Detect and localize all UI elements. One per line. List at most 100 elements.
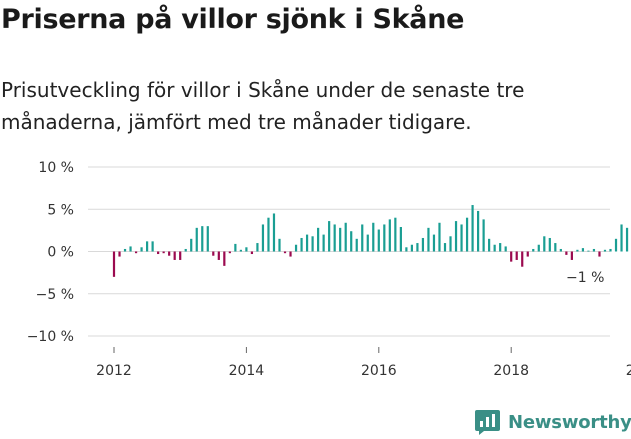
bar [173,251,176,260]
bar [465,217,469,252]
bar [366,234,369,252]
y-tick-label: 10 % [38,160,74,176]
chart-title: Priserna på villor sjönk i Skåne [1,4,465,35]
bar [157,251,160,255]
bar [217,251,220,260]
bar [256,243,259,252]
bar [548,237,551,252]
bar [317,227,320,252]
newsworthy-logo-icon [475,409,500,435]
last-value-annotation: −1 % [566,270,604,286]
bar [239,249,242,252]
bar [592,248,596,252]
bar [438,222,441,252]
bar [129,246,132,252]
bar [250,251,254,255]
bar [416,243,419,252]
bar [427,227,430,252]
bar [350,231,353,252]
bar [305,234,309,252]
bar [625,227,629,252]
bar [488,238,491,252]
bar [377,229,380,252]
bar [223,251,226,266]
x-tick-label: 2014 [229,363,265,379]
bar [394,217,397,252]
bar [443,243,447,252]
bar [493,244,496,252]
bar [620,224,623,252]
bar [559,248,562,252]
bar [294,244,298,252]
bar [543,236,546,252]
bar [245,247,248,252]
bars [112,205,629,277]
bar [228,251,231,254]
bar [603,249,607,252]
bar [261,224,265,252]
x-axis: 20122014201620182020202220242026 [96,347,631,379]
bar [283,251,287,254]
y-tick-label: −5 % [36,287,74,303]
bar [521,251,524,267]
bar [405,247,408,252]
bar [454,221,458,252]
x-tick-label: 2016 [361,363,397,379]
x-tick-label: 2012 [96,363,132,379]
bar [504,246,507,252]
bar [300,237,303,252]
bar [118,251,121,257]
bar [184,248,187,252]
bar [537,244,540,252]
bar [289,251,292,257]
bar [333,224,336,252]
bar-chart: 10 % 5 % 0 % −5 % −10 % 2012 2014 2016 2018 2020… [27,160,631,379]
bar [499,243,502,252]
bar [212,251,215,256]
x-tick-label: 2018 [493,363,529,379]
bar [355,238,358,252]
bar [179,251,182,260]
bar [581,248,585,252]
bar [162,251,165,254]
bar [272,213,276,252]
bar [510,251,513,262]
bar [526,251,529,257]
bar [140,247,143,252]
bar [311,236,314,252]
bar [112,251,116,277]
bar [151,241,154,252]
bar [388,219,391,252]
y-axis: 10 % 5 % 0 % −5 % −10 % [27,160,74,345]
bar [614,238,618,252]
gridlines [88,166,610,337]
bar [372,222,375,252]
bar [267,217,270,252]
bar [410,244,413,252]
x-tick-label: 2020 [626,363,631,379]
bar [201,226,204,252]
bar [570,251,573,260]
bar [168,251,171,256]
bar [460,224,463,252]
bar [576,249,579,252]
bar [471,205,474,252]
newsworthy-brand[interactable]: Newsworthy [475,407,631,437]
bar [609,248,612,252]
bar [399,227,402,252]
bar [322,234,325,252]
bar [554,243,557,252]
bar [477,210,480,252]
bar [344,222,347,252]
bar [449,236,452,252]
y-tick-label: 0 % [47,245,74,261]
bar [195,227,198,252]
y-tick-label: −10 % [27,329,74,345]
bar [234,243,237,252]
bar [328,221,331,252]
bar [532,248,535,252]
bar [482,219,485,252]
bar [515,251,518,260]
bar [565,251,568,255]
bar [206,226,209,252]
